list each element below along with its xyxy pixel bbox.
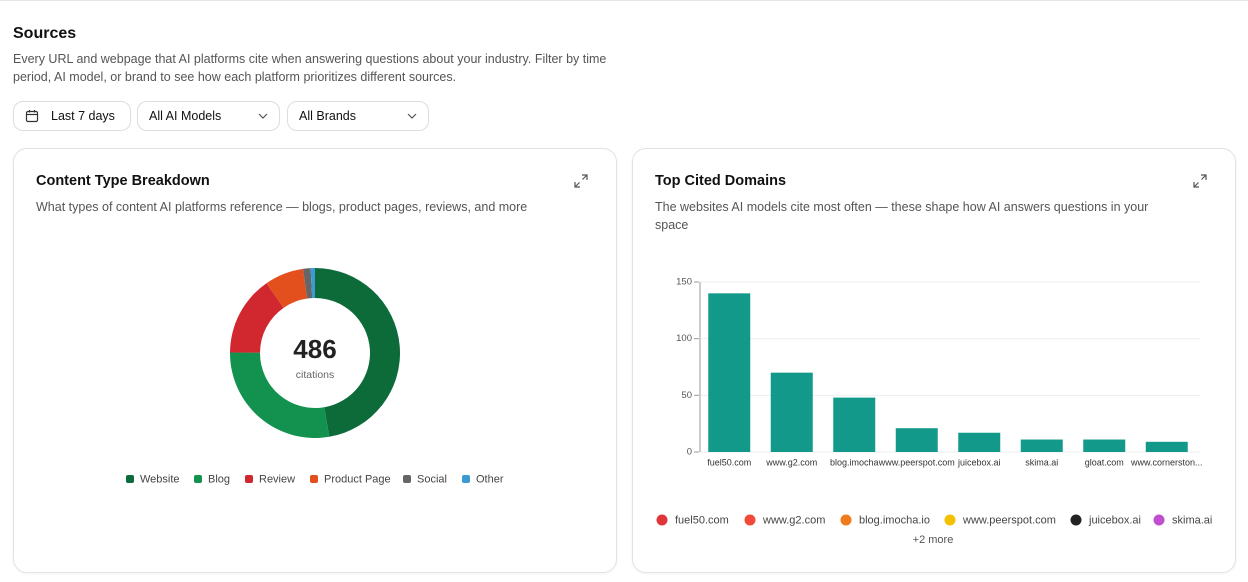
legend-swatch <box>194 475 202 483</box>
page-title: Sources <box>13 25 77 42</box>
calendar-icon <box>25 110 39 123</box>
x-tick-label: www.g2.com <box>765 457 817 467</box>
legend-label: Other <box>476 473 504 485</box>
bar <box>1020 439 1063 452</box>
filter-label: All Brands <box>299 109 356 123</box>
bar <box>1083 439 1126 452</box>
domain-icon <box>1153 514 1165 526</box>
y-tick-label: 150 <box>676 277 692 288</box>
domain-label: fuel50.com <box>675 514 729 526</box>
legend-label: Product Page <box>324 473 391 485</box>
legend-label: Social <box>417 473 447 485</box>
x-tick-label: gloat.com <box>1085 457 1124 467</box>
card-title: Top Cited Domains <box>655 173 787 189</box>
donut-slice <box>266 268 308 308</box>
donut-slice <box>229 352 330 438</box>
x-tick-label: www.peerspot.com <box>878 457 955 467</box>
domain-icon <box>656 514 668 526</box>
card: Content Type Breakdown What types of con… <box>13 148 617 573</box>
donut-slice <box>230 283 284 353</box>
legend-swatch <box>310 475 318 483</box>
filter-label: All AI Models <box>149 109 222 123</box>
more-link: +2 more <box>913 534 954 546</box>
chevron <box>258 113 268 119</box>
card-subtitle: What types of content AI platforms refer… <box>36 200 528 214</box>
brand-filter[interactable]: All Brands <box>287 101 429 131</box>
x-tick-label: juicebox.ai <box>957 457 1001 467</box>
legend-label: Review <box>259 473 295 485</box>
center-label: citations <box>296 369 335 381</box>
donut-slice <box>310 268 315 299</box>
domain-icon <box>840 514 852 526</box>
domain-icon <box>1070 514 1082 526</box>
domain-label: juicebox.ai <box>1088 514 1141 526</box>
date-filter[interactable]: Last 7 days <box>13 101 131 131</box>
model-filter[interactable]: All AI Models <box>137 101 280 131</box>
y-tick-label: 0 <box>687 447 692 458</box>
legend-label: Website <box>140 473 180 485</box>
y-tick-label: 50 <box>681 390 692 401</box>
bar <box>833 397 876 452</box>
card: Top Cited Domains The websites AI models… <box>632 148 1236 573</box>
card-title: Content Type Breakdown <box>36 173 210 189</box>
expand-icon[interactable] <box>1193 174 1207 188</box>
domain-icon <box>744 514 756 526</box>
domain-label: www.g2.com <box>762 514 825 526</box>
bar <box>770 372 813 452</box>
center-value: 486 <box>293 334 336 364</box>
card-subtitle: The websites AI models cite most often —… <box>655 200 1149 232</box>
x-tick-label: fuel50.com <box>707 457 751 467</box>
domain-label: blog.imocha.io <box>859 514 930 526</box>
bar <box>895 428 938 452</box>
bar <box>708 293 751 452</box>
top-border <box>0 0 1248 1</box>
expand-icon[interactable] <box>574 174 588 188</box>
donut-slice <box>302 268 313 299</box>
x-tick-label: skima.ai <box>1025 457 1058 467</box>
bar <box>1145 441 1188 452</box>
y-tick-label: 100 <box>676 333 692 344</box>
filter-label: Last 7 days <box>51 109 115 123</box>
legend-swatch <box>403 475 411 483</box>
domain-label: www.peerspot.com <box>962 514 1056 526</box>
legend-label: Blog <box>208 473 230 485</box>
donut-slice <box>315 268 400 437</box>
page-description: Every URL and webpage that AI platforms … <box>13 52 607 84</box>
legend-swatch <box>126 475 134 483</box>
domain-label: skima.ai <box>1172 514 1212 526</box>
domain-icon <box>944 514 956 526</box>
bar <box>958 432 1001 452</box>
x-tick-label: blog.imocha <box>830 457 879 467</box>
chevron <box>407 113 417 119</box>
x-tick-label: www.cornerston... <box>1130 457 1203 467</box>
legend-swatch <box>462 475 470 483</box>
legend-swatch <box>245 475 253 483</box>
